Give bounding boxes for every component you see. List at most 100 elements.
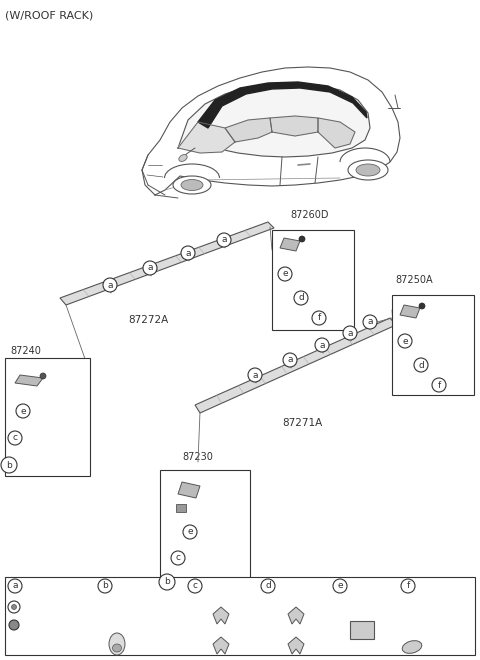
Text: 87230: 87230 — [182, 452, 214, 462]
Circle shape — [1, 457, 17, 473]
Ellipse shape — [112, 644, 121, 652]
Circle shape — [98, 579, 112, 593]
Text: f: f — [407, 581, 409, 591]
Circle shape — [183, 525, 197, 539]
Circle shape — [419, 303, 425, 309]
Text: a: a — [319, 341, 325, 350]
Text: a: a — [367, 317, 373, 327]
Text: 87272A: 87272A — [128, 315, 168, 325]
Circle shape — [8, 579, 22, 593]
Ellipse shape — [402, 641, 422, 653]
Circle shape — [248, 368, 262, 382]
Text: f: f — [317, 314, 321, 323]
Circle shape — [312, 311, 326, 325]
Circle shape — [261, 579, 275, 593]
Ellipse shape — [109, 633, 125, 655]
Circle shape — [9, 620, 19, 630]
Polygon shape — [60, 222, 274, 305]
Bar — [160, 470, 250, 580]
Text: a: a — [185, 249, 191, 257]
Text: 87271A: 87271A — [282, 418, 322, 428]
Text: 87258: 87258 — [416, 603, 444, 612]
Text: 87232A: 87232A — [349, 581, 382, 591]
Bar — [392, 295, 474, 395]
Text: a: a — [287, 356, 293, 364]
Polygon shape — [288, 637, 304, 654]
Text: 87257: 87257 — [416, 613, 444, 622]
Text: 87255A: 87255A — [100, 613, 135, 622]
Text: f: f — [437, 381, 441, 389]
Text: e: e — [337, 581, 343, 591]
Circle shape — [159, 574, 175, 590]
Text: a: a — [347, 329, 353, 337]
Text: a: a — [12, 581, 18, 591]
Text: (W/ROOF RACK): (W/ROOF RACK) — [5, 10, 93, 20]
Polygon shape — [213, 607, 229, 624]
Bar — [176, 504, 186, 512]
Circle shape — [432, 378, 446, 392]
Text: d: d — [298, 294, 304, 302]
Text: 87215G: 87215G — [204, 581, 237, 591]
Text: c: c — [192, 581, 197, 591]
Polygon shape — [213, 637, 229, 654]
Circle shape — [171, 551, 185, 565]
Polygon shape — [318, 118, 355, 148]
Ellipse shape — [356, 164, 380, 176]
Circle shape — [12, 605, 16, 609]
Circle shape — [8, 431, 22, 445]
Circle shape — [363, 315, 377, 329]
Polygon shape — [15, 375, 43, 386]
Text: a: a — [221, 236, 227, 244]
Text: 87216X: 87216X — [277, 581, 310, 591]
Polygon shape — [400, 305, 420, 318]
Text: 86839: 86839 — [29, 603, 58, 612]
Text: 87256A: 87256A — [100, 603, 135, 612]
Ellipse shape — [179, 154, 187, 162]
Circle shape — [16, 404, 30, 418]
Ellipse shape — [181, 180, 203, 191]
Ellipse shape — [348, 160, 388, 180]
Circle shape — [299, 236, 305, 242]
Circle shape — [188, 579, 202, 593]
Circle shape — [278, 267, 292, 281]
Polygon shape — [195, 318, 396, 413]
Text: a: a — [107, 280, 113, 290]
Circle shape — [315, 338, 329, 352]
Polygon shape — [288, 607, 304, 624]
Circle shape — [283, 353, 297, 367]
Polygon shape — [270, 116, 318, 136]
Circle shape — [103, 278, 117, 292]
Circle shape — [143, 261, 157, 275]
Text: 87240: 87240 — [10, 346, 41, 356]
Bar — [350, 621, 374, 639]
Circle shape — [343, 326, 357, 340]
Circle shape — [294, 291, 308, 305]
Polygon shape — [178, 482, 200, 498]
Polygon shape — [280, 238, 300, 251]
Circle shape — [398, 334, 412, 348]
Text: e: e — [20, 407, 26, 416]
Circle shape — [414, 358, 428, 372]
Circle shape — [333, 579, 347, 593]
Bar — [272, 230, 354, 330]
Text: e: e — [402, 337, 408, 345]
Polygon shape — [178, 122, 235, 153]
Text: 87260D: 87260D — [290, 210, 328, 220]
Circle shape — [181, 246, 195, 260]
Circle shape — [401, 579, 415, 593]
Text: d: d — [418, 360, 424, 370]
Text: b: b — [164, 578, 170, 587]
Text: b: b — [6, 461, 12, 469]
Text: e: e — [282, 269, 288, 279]
Text: 1327AC: 1327AC — [29, 620, 64, 630]
Polygon shape — [198, 82, 367, 128]
Text: c: c — [176, 554, 180, 562]
Circle shape — [217, 233, 231, 247]
Text: e: e — [187, 527, 193, 537]
Text: c: c — [12, 434, 17, 442]
Bar — [5, 358, 90, 476]
Bar — [5, 577, 475, 655]
Text: a: a — [252, 370, 258, 380]
Circle shape — [8, 601, 20, 613]
Text: 87250A: 87250A — [395, 275, 432, 285]
